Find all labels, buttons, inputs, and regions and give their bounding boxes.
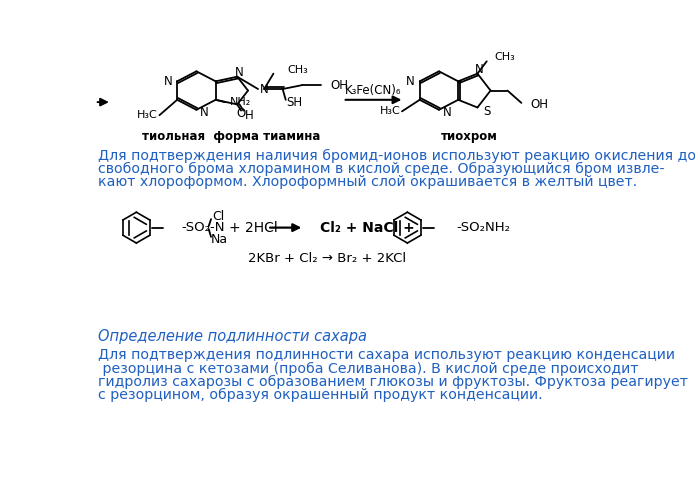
Text: OH: OH [330, 79, 348, 92]
Text: H: H [245, 109, 254, 122]
Text: H₃C: H₃C [379, 107, 400, 117]
Text: N: N [475, 63, 484, 76]
Text: CH₃: CH₃ [494, 52, 515, 62]
Text: O: O [236, 107, 246, 120]
Text: NH₂: NH₂ [229, 97, 251, 107]
Text: Определение подлинности сахара: Определение подлинности сахара [98, 330, 367, 345]
Text: свободного брома хлорамином в кислой среде. Образующийся бром извле-: свободного брома хлорамином в кислой сре… [98, 162, 664, 176]
Text: N: N [407, 75, 415, 88]
Text: K₃Fe(CN)₆: K₃Fe(CN)₆ [345, 84, 402, 97]
Text: N: N [261, 83, 269, 96]
Text: Cl: Cl [212, 210, 224, 223]
Text: S: S [484, 105, 491, 118]
Text: + 2HCl: + 2HCl [229, 221, 277, 235]
Text: с резорцином, образуя окрашенный продукт конденсации.: с резорцином, образуя окрашенный продукт… [98, 387, 543, 402]
Text: H₃C: H₃C [137, 110, 158, 120]
Text: N: N [200, 107, 209, 120]
Text: кают хлороформом. Хлороформный слой окрашивается в желтый цвет.: кают хлороформом. Хлороформный слой окра… [98, 175, 637, 189]
Text: тиольная  форма тиамина: тиольная форма тиамина [142, 130, 320, 143]
Text: SH: SH [286, 97, 302, 110]
Text: N: N [164, 75, 172, 88]
Text: N: N [235, 66, 244, 79]
Text: 2KBr + Cl₂ → Br₂ + 2KCl: 2KBr + Cl₂ → Br₂ + 2KCl [248, 252, 407, 265]
Text: гидролиз сахарозы с образованием глюкозы и фруктозы. Фруктоза реагирует: гидролиз сахарозы с образованием глюкозы… [98, 374, 688, 388]
Text: -SO₂-N: -SO₂-N [181, 221, 224, 234]
Text: OH: OH [530, 98, 548, 111]
Text: тиохром: тиохром [441, 130, 498, 143]
Text: N: N [443, 107, 452, 120]
Text: Na: Na [211, 233, 227, 246]
Text: Для подтверждения наличия бромид-ионов используют реакцию окисления до: Для подтверждения наличия бромид-ионов и… [98, 149, 695, 163]
Text: CH₃: CH₃ [287, 65, 308, 75]
Text: резорцина с кетозами (проба Селиванова). В кислой среде происходит: резорцина с кетозами (проба Селиванова).… [98, 362, 638, 375]
Text: Для подтверждения подлинности сахара используют реакцию конденсации: Для подтверждения подлинности сахара исп… [98, 349, 675, 363]
Text: -SO₂NH₂: -SO₂NH₂ [456, 221, 510, 234]
Text: Cl₂ + NaCl +: Cl₂ + NaCl + [320, 221, 414, 235]
